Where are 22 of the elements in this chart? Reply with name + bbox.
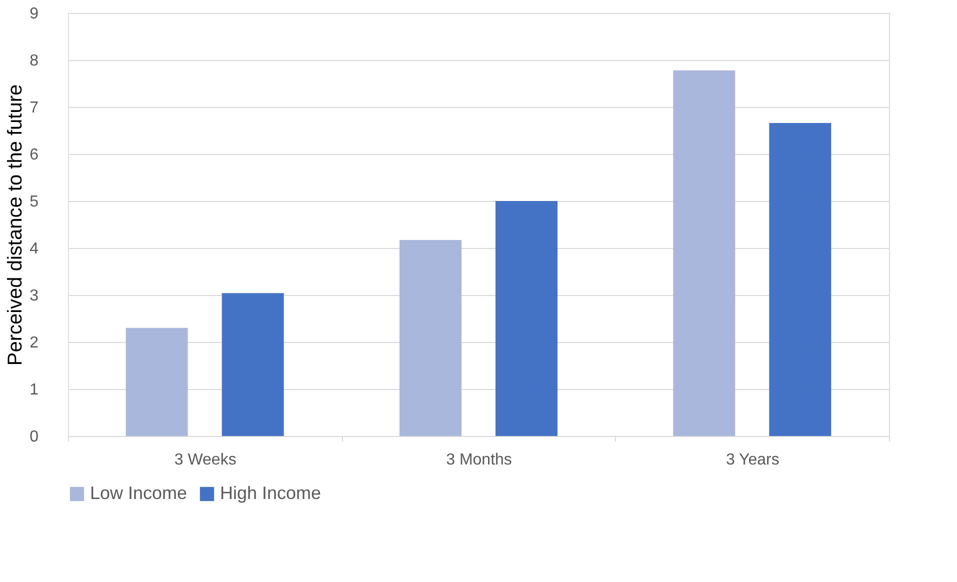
x-tick-label: 3 Years bbox=[726, 452, 780, 468]
y-tick-label: 8 bbox=[30, 52, 39, 70]
bar bbox=[496, 201, 558, 436]
y-tick-label: 9 bbox=[30, 6, 39, 22]
y-tick-label: 3 bbox=[30, 288, 39, 304]
y-tick-label: 2 bbox=[30, 334, 39, 352]
x-tick-label: 3 Months bbox=[446, 452, 512, 468]
legend-label: High Income bbox=[220, 483, 322, 503]
y-axis-title: Perceived distance to the future bbox=[4, 84, 27, 366]
bar bbox=[222, 293, 284, 436]
bar bbox=[126, 328, 188, 436]
x-tick-label: 3 Weeks bbox=[174, 452, 236, 468]
legend-label: Low Income bbox=[90, 483, 188, 503]
y-tick-label: 1 bbox=[30, 382, 39, 398]
y-tick-label: 0 bbox=[30, 428, 39, 446]
y-tick-label: 5 bbox=[30, 194, 39, 210]
y-tick-label: 4 bbox=[30, 240, 39, 258]
bar bbox=[399, 240, 462, 436]
y-tick-label: 7 bbox=[30, 100, 39, 116]
bar bbox=[673, 70, 736, 436]
y-tick-label: 6 bbox=[30, 146, 39, 164]
bar bbox=[769, 122, 832, 436]
